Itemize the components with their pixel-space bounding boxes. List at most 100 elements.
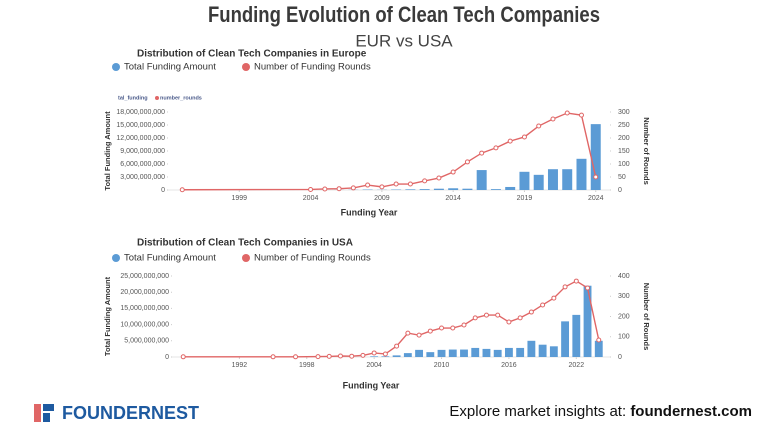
x-tick-label: 2022 [569, 362, 585, 369]
point [517, 315, 523, 321]
y2-tick-label: 150 [618, 148, 630, 155]
y-tick-label: 9,000,000,000 [120, 148, 165, 155]
y2-tick-label: 250 [618, 122, 630, 129]
line [183, 280, 600, 358]
x-tick-label: 2014 [445, 195, 461, 202]
point [371, 350, 377, 356]
x-tick-label: 2004 [366, 362, 382, 369]
point [562, 284, 568, 290]
bar [576, 158, 587, 190]
y-axis-label: Total Funding Amount [103, 111, 112, 191]
point [493, 145, 499, 151]
y-tick-label: 15,000,000,000 [120, 305, 169, 312]
bar [476, 170, 487, 190]
point [336, 186, 342, 192]
point [593, 174, 599, 180]
bar [583, 285, 592, 357]
point [536, 123, 542, 129]
x-tick-label: 1992 [232, 362, 248, 369]
point [464, 159, 470, 165]
point [585, 285, 591, 291]
bar [370, 356, 379, 357]
point [270, 354, 276, 360]
bar [403, 353, 412, 357]
legend-marker [242, 254, 250, 262]
bar [590, 124, 601, 190]
legend-label: Total Funding Amount [124, 62, 216, 73]
bar [448, 188, 459, 190]
point [436, 175, 442, 181]
y-tick-label: 6,000,000,000 [120, 161, 165, 168]
slide-subtitle: EUR vs USA [355, 31, 453, 50]
point [416, 332, 422, 338]
legend-marker [112, 254, 120, 262]
y-tick-label: 18,000,000,000 [116, 109, 165, 116]
bar [519, 171, 530, 190]
y2-tick-label: 0 [618, 354, 622, 361]
y-tick-label: 10,000,000,000 [120, 321, 169, 328]
footer-link: foundernest.com [630, 403, 752, 420]
x-tick-label: 2024 [588, 195, 604, 202]
chart-title: Distribution of Clean Tech Companies in … [137, 238, 353, 249]
bar [533, 174, 544, 190]
point [382, 351, 388, 357]
footer-label: Explore market insights at: [449, 403, 630, 420]
point [596, 337, 602, 343]
bar [433, 188, 444, 190]
point [479, 150, 485, 156]
point [293, 354, 299, 360]
point [521, 134, 527, 140]
bar [381, 356, 390, 357]
point [350, 185, 356, 191]
y-tick-label: 5,000,000,000 [124, 338, 169, 345]
x-tick-label: 2019 [517, 195, 533, 202]
bar [547, 169, 558, 190]
y2-tick-label: 200 [618, 313, 630, 320]
small-legend-marker [155, 96, 159, 100]
point [578, 112, 584, 118]
bar [527, 340, 536, 357]
point [528, 309, 534, 315]
y2-axis-label: Number of Rounds [642, 283, 651, 351]
point [394, 343, 400, 349]
point [337, 353, 343, 359]
point [315, 354, 321, 360]
bar [437, 349, 446, 357]
point [427, 328, 433, 334]
small-legend-label: number_rounds [160, 95, 202, 101]
y-tick-label: 12,000,000,000 [116, 135, 165, 142]
x-tick-label: 2009 [374, 195, 390, 202]
small-legend-label: tal_funding [118, 95, 148, 101]
point [450, 325, 456, 331]
bar [538, 344, 547, 357]
bar [419, 189, 430, 190]
legend-label: Number of Funding Rounds [254, 253, 371, 264]
point [540, 302, 546, 308]
y-tick-label: 20,000,000,000 [120, 289, 169, 296]
bar [562, 169, 573, 190]
y2-tick-label: 0 [618, 187, 622, 194]
point [349, 353, 355, 359]
point [180, 354, 186, 360]
legend-marker [112, 63, 120, 71]
bar [572, 314, 581, 357]
y-axis-label: Total Funding Amount [103, 276, 112, 356]
bar [482, 348, 491, 357]
point [422, 178, 428, 184]
bar [471, 347, 480, 357]
y2-tick-label: 100 [618, 334, 630, 341]
point [506, 319, 512, 325]
legend-label: Number of Funding Rounds [254, 62, 371, 73]
point [326, 353, 332, 359]
point [405, 330, 411, 336]
footer-text: Explore market insights at: foundernest.… [449, 403, 752, 420]
point [407, 181, 413, 187]
legend-marker [242, 63, 250, 71]
point [179, 187, 185, 193]
point [550, 116, 556, 122]
bar [516, 347, 525, 357]
y-tick-label: 25,000,000,000 [120, 273, 169, 280]
point [551, 295, 557, 301]
chart-title: Distribution of Clean Tech Companies in … [137, 49, 367, 60]
